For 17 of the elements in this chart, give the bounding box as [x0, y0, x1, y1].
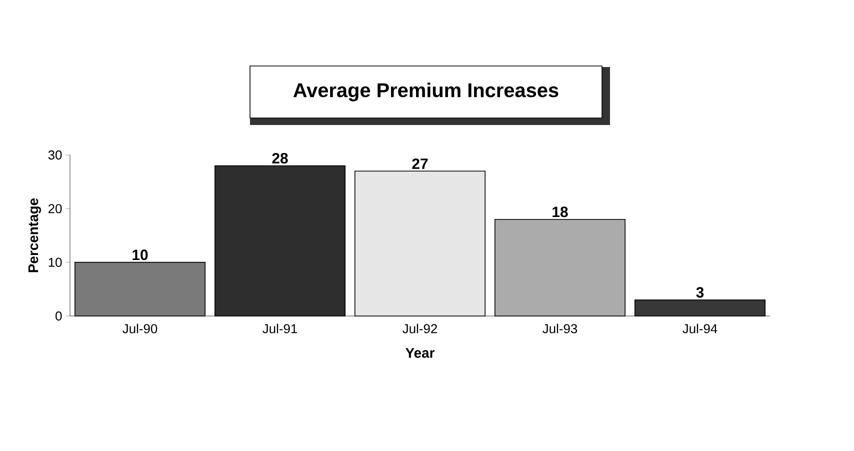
y-axis-title: Percentage [28, 198, 41, 272]
x-tick-label: Jul-91 [262, 324, 298, 334]
x-tick-label: Jul-93 [542, 324, 578, 334]
data-label: 10 [132, 250, 148, 260]
data-label: 27 [412, 158, 428, 169]
data-label: 28 [272, 152, 288, 164]
data-label: 18 [552, 206, 568, 218]
x-axis-title: Year [406, 348, 435, 358]
data-label: 3 [696, 287, 704, 298]
y-tick-label: 0 [56, 311, 62, 321]
y-tick-label: 10 [48, 258, 62, 267]
x-tick-label: Jul-94 [682, 324, 718, 334]
chart-title: Average Premium Increases [293, 82, 558, 102]
x-tick-label: Jul-90 [122, 324, 158, 334]
x-tick-label: Jul-92 [402, 324, 437, 334]
y-tick-label: 20 [48, 204, 62, 214]
y-tick-label: 30 [48, 150, 62, 160]
